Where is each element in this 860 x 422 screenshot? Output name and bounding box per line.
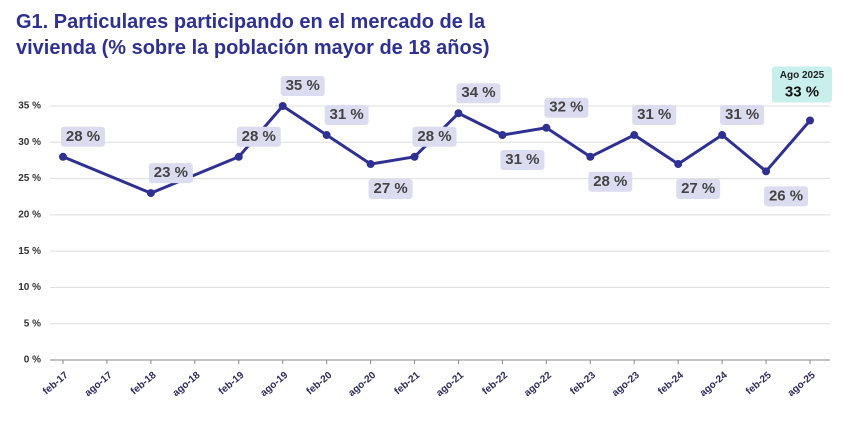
data-point bbox=[454, 109, 463, 118]
data-point bbox=[366, 160, 375, 169]
x-tick-label: ago-20 bbox=[346, 370, 378, 399]
x-tick-label: ago-24 bbox=[698, 370, 730, 399]
x-tick-label: feb-24 bbox=[656, 370, 686, 398]
label-box bbox=[324, 105, 369, 126]
value-label: 28 % bbox=[242, 128, 276, 145]
label-box bbox=[280, 76, 325, 96]
value-label: 28 % bbox=[417, 128, 451, 145]
x-tick-label: ago-23 bbox=[610, 370, 642, 399]
data-point bbox=[674, 160, 683, 169]
x-tick-label: feb-19 bbox=[217, 370, 247, 398]
value-label: 23 % bbox=[154, 164, 188, 181]
chart-title: G1. Particulares participando en el merc… bbox=[16, 11, 486, 33]
x-tick-label: ago-18 bbox=[171, 370, 203, 399]
x-tick-label: feb-18 bbox=[129, 370, 159, 398]
callout-box bbox=[772, 66, 832, 103]
y-tick-label: 20 % bbox=[18, 209, 41, 220]
chart-subtitle: vivienda (% sobre la población mayor de … bbox=[16, 37, 489, 59]
data-point bbox=[542, 123, 551, 132]
value-label: 31 % bbox=[505, 151, 539, 168]
data-point bbox=[806, 116, 814, 125]
x-tick-label: feb-17 bbox=[41, 370, 71, 398]
x-tick-label: ago-22 bbox=[522, 370, 554, 399]
label-box bbox=[61, 126, 105, 147]
label-box bbox=[588, 171, 633, 192]
data-point bbox=[322, 131, 331, 140]
y-tick-label: 35 % bbox=[18, 101, 41, 112]
x-tick-label: ago-21 bbox=[434, 370, 466, 399]
y-tick-label: 15 % bbox=[18, 246, 41, 257]
label-box bbox=[368, 179, 413, 200]
y-tick-label: 5 % bbox=[24, 318, 41, 329]
data-point bbox=[410, 152, 419, 161]
label-box bbox=[676, 179, 721, 200]
value-label: 34 % bbox=[461, 84, 495, 101]
data-point bbox=[718, 131, 727, 140]
data-point bbox=[630, 131, 639, 140]
x-tick-label: feb-23 bbox=[568, 370, 598, 398]
value-label: 27 % bbox=[681, 180, 715, 197]
y-tick-label: 25 % bbox=[18, 173, 41, 184]
x-tick-label: feb-22 bbox=[480, 370, 510, 398]
value-label: 28 % bbox=[66, 128, 100, 145]
x-tick-label: ago-25 bbox=[786, 370, 818, 399]
value-label: 28 % bbox=[593, 173, 627, 190]
data-point bbox=[59, 152, 67, 161]
data-point bbox=[762, 167, 771, 176]
data-point bbox=[586, 152, 595, 161]
data-point bbox=[146, 189, 155, 198]
annotation: Ago 2025 bbox=[780, 70, 825, 81]
label-box bbox=[544, 97, 589, 118]
label-box bbox=[456, 83, 501, 104]
label-box bbox=[412, 126, 457, 147]
value-label: 31 % bbox=[725, 106, 759, 123]
value-label: 35 % bbox=[286, 77, 320, 94]
x-tick-label: ago-17 bbox=[83, 370, 115, 399]
value-label: 31 % bbox=[637, 106, 671, 123]
data-point bbox=[234, 152, 243, 161]
label-box bbox=[148, 163, 193, 184]
y-tick-label: 0 % bbox=[24, 355, 41, 366]
x-tick-label: feb-25 bbox=[744, 370, 774, 398]
label-box bbox=[764, 186, 809, 207]
label-box bbox=[720, 105, 765, 126]
x-tick-label: feb-20 bbox=[305, 370, 335, 398]
y-tick-label: 10 % bbox=[18, 282, 41, 293]
data-point bbox=[278, 102, 287, 110]
x-tick-label: ago-19 bbox=[259, 370, 291, 399]
value-label: 31 % bbox=[330, 106, 364, 123]
value-label: 33 % bbox=[785, 83, 819, 100]
label-box bbox=[632, 105, 677, 126]
value-label: 32 % bbox=[549, 99, 583, 116]
data-point bbox=[498, 131, 507, 140]
label-box bbox=[236, 126, 281, 147]
x-tick-label: feb-21 bbox=[393, 370, 423, 398]
value-label: 27 % bbox=[373, 180, 407, 197]
label-box bbox=[500, 150, 545, 171]
y-tick-label: 30 % bbox=[18, 137, 41, 148]
value-label: 26 % bbox=[769, 187, 803, 204]
